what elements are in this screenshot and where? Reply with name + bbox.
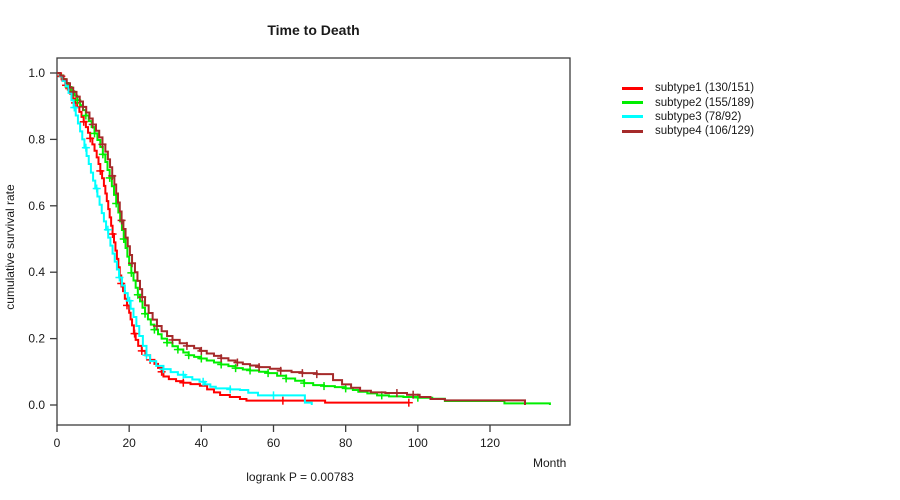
x-tick-label: 80: [339, 436, 353, 450]
legend-item-subtype1: subtype1 (130/151): [622, 81, 754, 95]
y-tick-label: 0.6: [28, 199, 45, 213]
legend-label: subtype4 (106/129): [655, 125, 755, 138]
y-tick-label: 0.2: [28, 332, 45, 346]
legend-item-subtype4: subtype4 (106/129): [622, 124, 754, 138]
chart-title: Time to Death: [267, 22, 360, 38]
logrank-p-annotation: logrank P = 0.00783: [246, 470, 354, 484]
y-axis-title: cumulative survival rate: [3, 184, 17, 310]
legend-line-swatch: [622, 86, 643, 90]
y-tick-label: 1.0: [28, 66, 45, 80]
legend-line-swatch: [622, 115, 643, 119]
survival-curve-subtype4: [57, 72, 526, 405]
x-tick-label: 0: [54, 436, 61, 450]
y-tick-label: 0.8: [28, 132, 45, 146]
legend-item-subtype2: subtype2 (155/189): [622, 95, 754, 109]
y-tick-label: 0.0: [28, 398, 45, 412]
legend-item-subtype3: subtype3 (78/92): [622, 110, 754, 124]
x-axis-title: Month: [533, 456, 567, 470]
x-tick-label: 20: [122, 436, 136, 450]
legend: subtype1 (130/151) subtype2 (155/189) subt…: [622, 81, 754, 139]
survival-curve-subtype1: [57, 72, 409, 404]
legend-line-swatch: [622, 101, 643, 105]
plot-frame: [56, 57, 571, 426]
legend-label: subtype2 (155/189): [655, 96, 755, 109]
survival-curve-subtype3: [57, 72, 313, 405]
legend-label: subtype3 (78/92): [655, 110, 742, 123]
x-tick-label: 100: [408, 436, 428, 450]
y-tick-label: 0.4: [28, 265, 45, 279]
legend-line-swatch: [622, 129, 643, 133]
survival-curve-subtype2: [57, 72, 551, 405]
x-tick-label: 40: [195, 436, 209, 450]
legend-label: subtype1 (130/151): [655, 82, 755, 95]
x-tick-label: 60: [267, 436, 281, 450]
x-tick-label: 120: [480, 436, 500, 450]
